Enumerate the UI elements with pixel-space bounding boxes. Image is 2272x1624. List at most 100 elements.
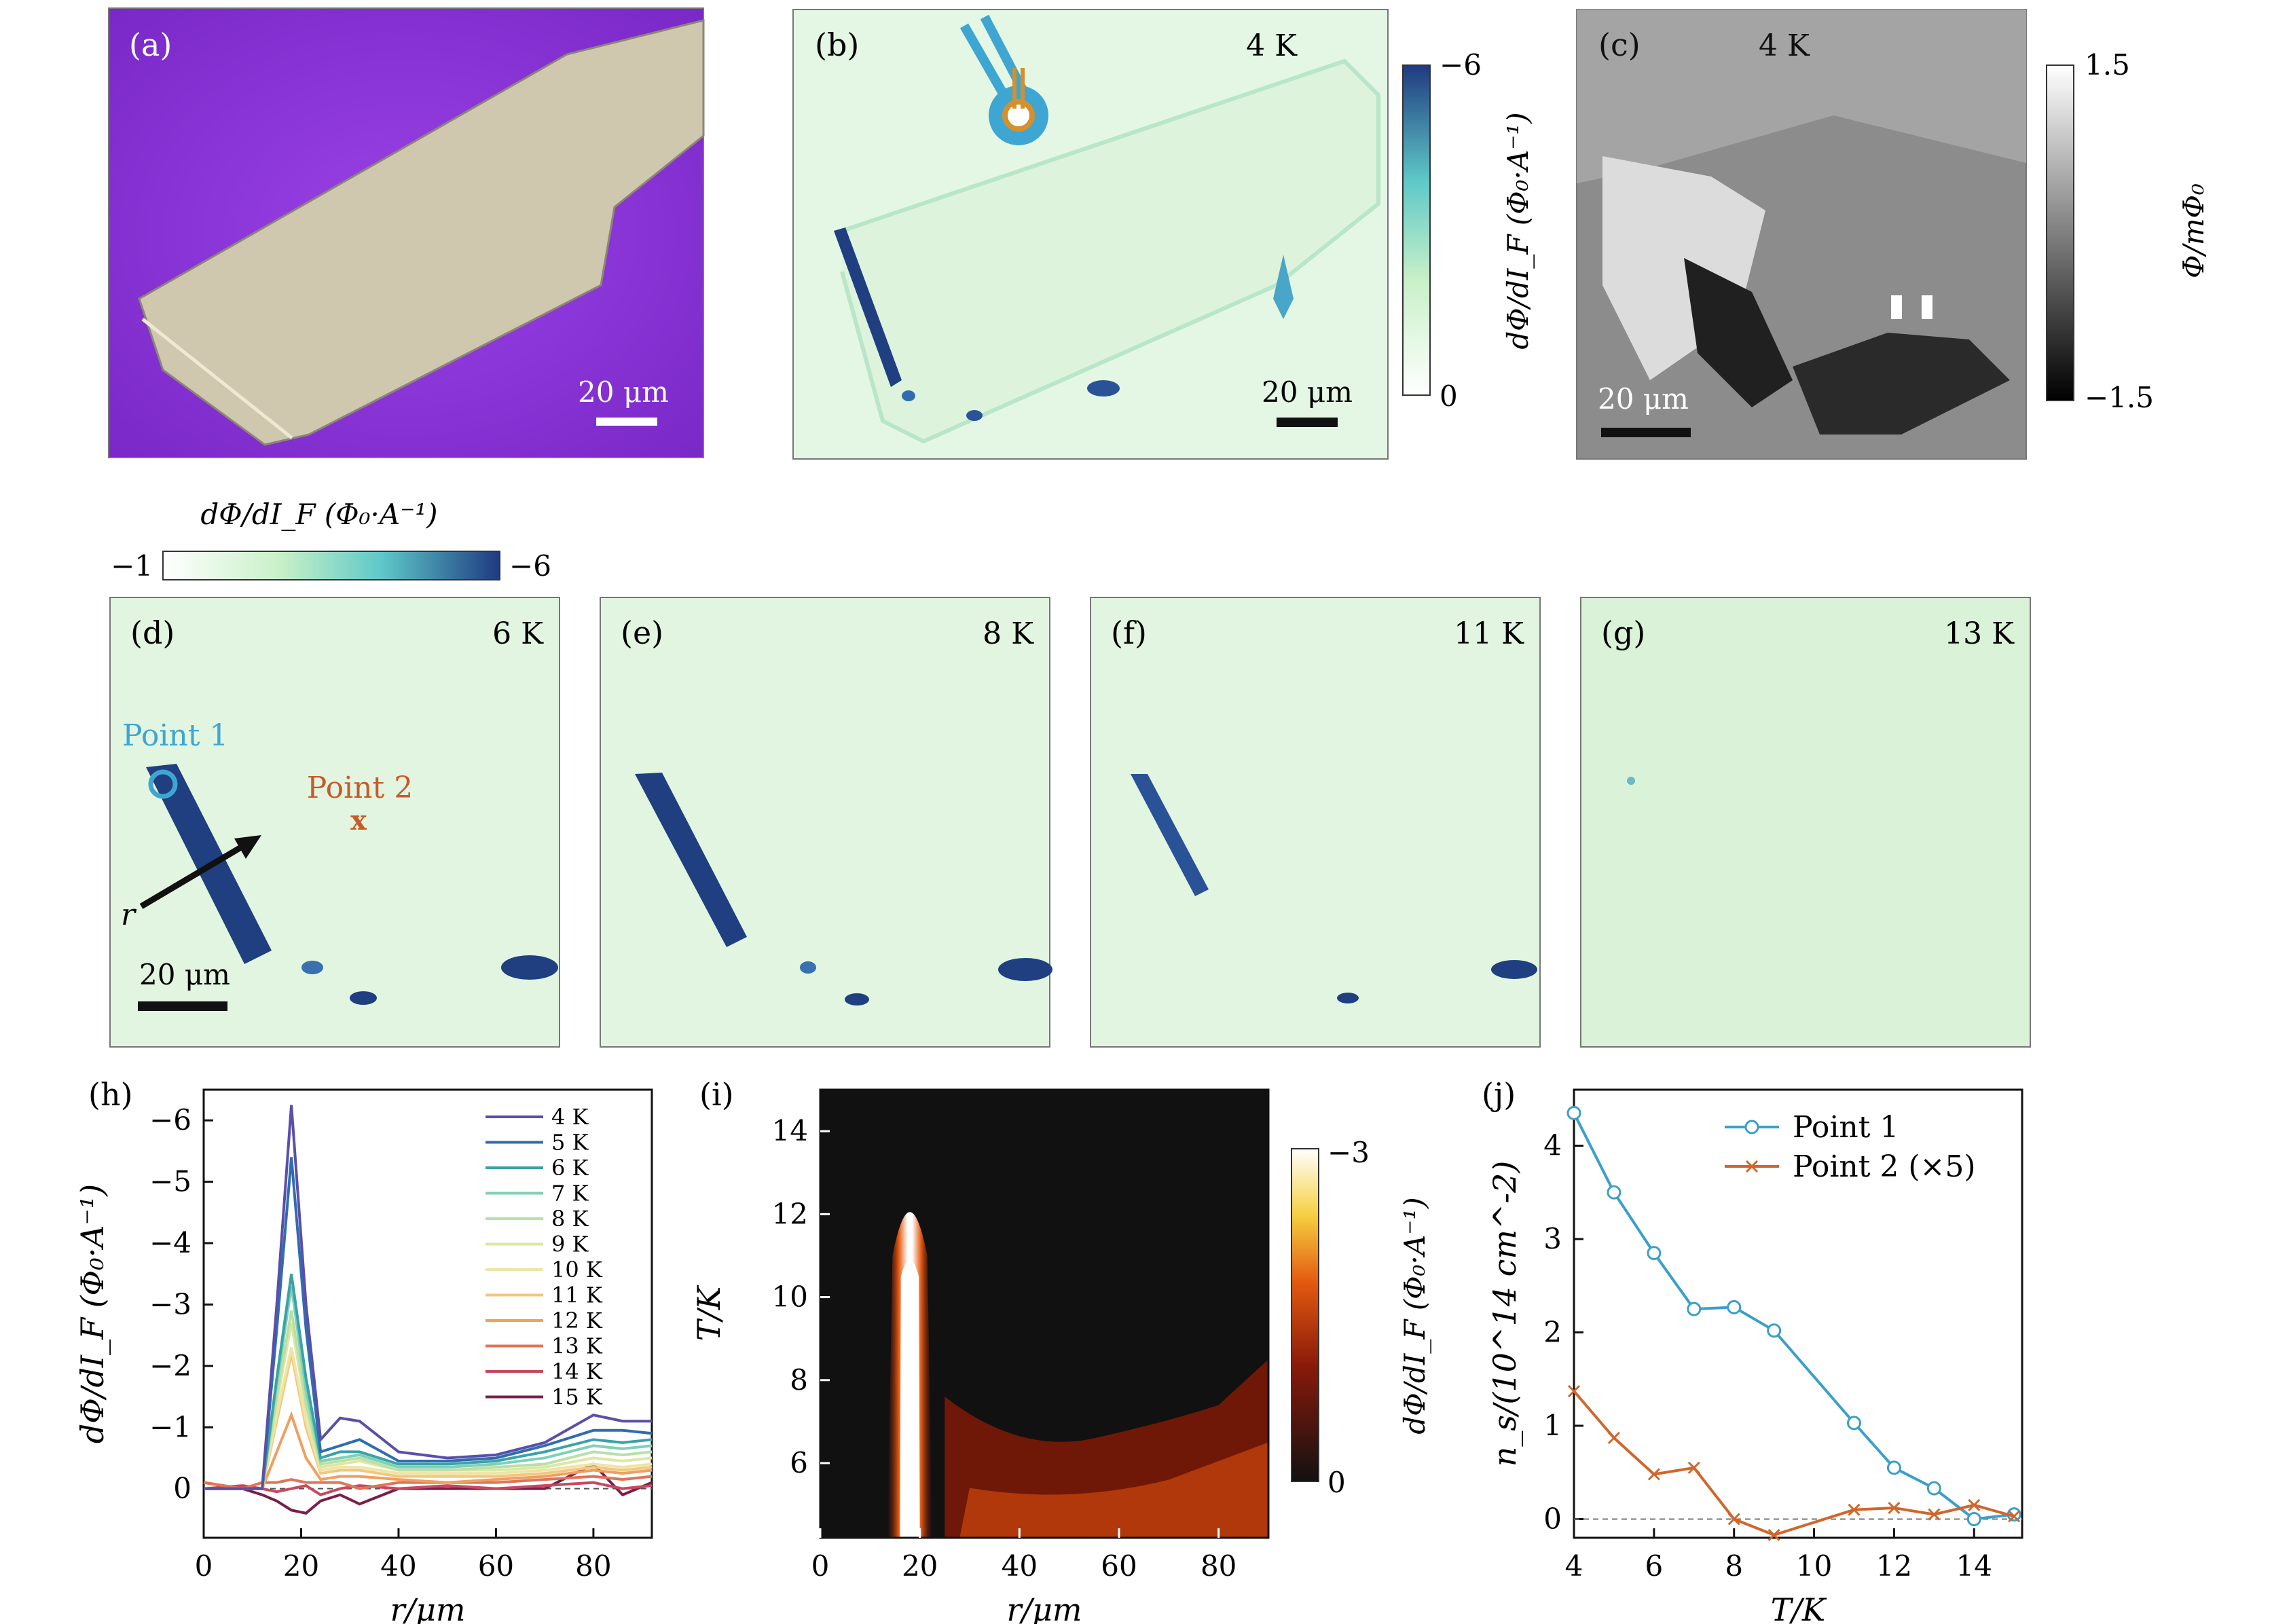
x-tick-label: 6 bbox=[1645, 1549, 1663, 1583]
panel-g: (g) 13 K bbox=[1580, 597, 2031, 1048]
edge-spot bbox=[1491, 960, 1537, 979]
panel-b: (b) 4 K 20 μm −6 0 dΦ/dI_F (Φ₀·A⁻¹) bbox=[792, 9, 1535, 460]
panel-c-scalebar bbox=[1601, 428, 1691, 437]
data-point bbox=[1926, 1481, 1941, 1496]
legend-label: 11 K bbox=[551, 1282, 603, 1308]
series-line bbox=[203, 1481, 653, 1496]
panel-i-colorbar-min: 0 bbox=[1327, 1466, 1346, 1499]
y-tick-label: −6 bbox=[149, 1103, 191, 1137]
panel-a-scalebar-label: 20 μm bbox=[578, 375, 669, 409]
noise-spot bbox=[1627, 777, 1635, 785]
panel-b-colorbar-min: 0 bbox=[1440, 380, 1458, 413]
data-point bbox=[1607, 1431, 1620, 1444]
legend-label: 12 K bbox=[551, 1308, 603, 1333]
edge-spot bbox=[1337, 993, 1359, 1003]
x-tick-label: 60 bbox=[478, 1549, 514, 1583]
shared-colorbar-bar bbox=[162, 551, 500, 580]
y-tick-label: 8 bbox=[790, 1363, 808, 1397]
dark-region bbox=[1793, 333, 2010, 435]
x-tick-label: 10 bbox=[1796, 1549, 1832, 1583]
series-line bbox=[203, 1462, 653, 1515]
data-point bbox=[1966, 1512, 1981, 1526]
data-point bbox=[1928, 1508, 1941, 1521]
y-axis-label: n_s/(10^14 cm^-2) bbox=[1486, 1161, 1523, 1467]
y-tick-label: 6 bbox=[790, 1446, 808, 1479]
y-tick-label: −1 bbox=[149, 1410, 191, 1443]
data-point bbox=[1886, 1460, 1901, 1475]
panel-d-temp: 6 K bbox=[492, 616, 544, 651]
data-point bbox=[1727, 1299, 1742, 1314]
panel-d-label: (d) bbox=[130, 614, 175, 651]
y-tick-label: 10 bbox=[772, 1280, 808, 1314]
panel-g-label: (g) bbox=[1601, 614, 1645, 651]
data-point bbox=[1607, 1185, 1621, 1200]
panel-i-colorbar-max: −3 bbox=[1327, 1136, 1370, 1169]
edge-spot bbox=[902, 390, 915, 401]
edge-spot bbox=[350, 991, 377, 1005]
edge-spot bbox=[966, 410, 983, 421]
legend-label: Point 2 (×5) bbox=[1793, 1149, 1976, 1184]
data-point bbox=[1647, 1468, 1660, 1481]
panel-c-colorbar bbox=[2046, 64, 2074, 401]
r-arrow-label: r bbox=[121, 898, 137, 932]
data-point bbox=[1968, 1498, 1981, 1511]
panel-c-label: (c) bbox=[1598, 26, 1641, 63]
plot-frame bbox=[202, 1088, 653, 1539]
data-point bbox=[1767, 1323, 1782, 1338]
x-axis-label: r/μm bbox=[1006, 1591, 1082, 1624]
x-tick-label: 0 bbox=[195, 1549, 213, 1583]
edge-signal bbox=[834, 227, 902, 387]
x-tick-label: 14 bbox=[1956, 1549, 1992, 1583]
series-line bbox=[204, 1105, 652, 1490]
x-tick-label: 20 bbox=[902, 1549, 938, 1583]
legend-label: 5 K bbox=[551, 1130, 589, 1156]
shared-colorbar-label: dΦ/dI_F (Φ₀·A⁻¹) bbox=[200, 498, 437, 531]
edge-spot bbox=[1087, 380, 1120, 396]
y-tick-label: −4 bbox=[149, 1226, 191, 1259]
legend-label: 7 K bbox=[551, 1181, 589, 1206]
panel-b-colorbar-max: −6 bbox=[1440, 48, 1482, 81]
x-axis-label: T/K bbox=[1771, 1591, 1827, 1624]
panel-j-label: (j) bbox=[1482, 1076, 1516, 1113]
panel-d: Point 1 Point 2 x r (d) 6 K 20 μm bbox=[109, 597, 560, 1048]
panel-i-label: (i) bbox=[699, 1076, 734, 1113]
squid-tip-icon bbox=[959, 14, 1048, 145]
data-point bbox=[1727, 1513, 1740, 1526]
x-tick-label: 12 bbox=[1876, 1549, 1912, 1583]
edge-signal bbox=[1131, 774, 1209, 896]
panel-d-scalebar bbox=[138, 1001, 227, 1011]
panel-f-label: (f) bbox=[1111, 614, 1147, 651]
point-2-label: Point 2 bbox=[307, 771, 413, 805]
legend-label: 8 K bbox=[551, 1206, 589, 1232]
panel-g-temp: 13 K bbox=[1944, 616, 2015, 651]
panel-i-colorbar bbox=[1291, 1148, 1319, 1482]
panel-d-scalebar-label: 20 μm bbox=[139, 958, 230, 991]
x-tick-label: 8 bbox=[1725, 1549, 1743, 1583]
series-line bbox=[204, 1411, 653, 1490]
point-1-marker bbox=[148, 769, 178, 799]
y-tick-label: −5 bbox=[149, 1165, 191, 1198]
flake bbox=[138, 19, 705, 446]
edge-spot bbox=[845, 993, 869, 1005]
panel-a: (a) 20 μm bbox=[108, 7, 705, 458]
panel-c-colorbar-label: Φ/mΦ₀ bbox=[2177, 183, 2210, 278]
r-arrow-line bbox=[139, 843, 246, 909]
data-point bbox=[1767, 1528, 1780, 1541]
gray-region bbox=[1577, 10, 2026, 183]
series-line bbox=[203, 1475, 653, 1490]
edge-spot bbox=[1273, 255, 1294, 319]
point-1-label: Point 1 bbox=[122, 718, 228, 753]
data-point bbox=[1647, 1246, 1662, 1261]
panel-b-colorbar bbox=[1402, 64, 1431, 396]
x-tick-label: 80 bbox=[1201, 1549, 1236, 1583]
y-tick-label: 14 bbox=[772, 1114, 808, 1147]
panel-b-colorbar-label: dΦ/dI_F (Φ₀·A⁻¹) bbox=[1501, 112, 1535, 349]
panel-h-chart: (h) 0 20 40 60 80 −6 −5 −4 −3 −2 −1 0 r/μm dΦ/dI_F (Φ… bbox=[74, 1076, 653, 1624]
data-point bbox=[1566, 1105, 1581, 1120]
legend-label: 9 K bbox=[551, 1232, 589, 1257]
legend-label: 6 K bbox=[551, 1155, 589, 1181]
plot-frame bbox=[819, 1088, 1270, 1539]
y-tick-label: 12 bbox=[772, 1197, 808, 1230]
